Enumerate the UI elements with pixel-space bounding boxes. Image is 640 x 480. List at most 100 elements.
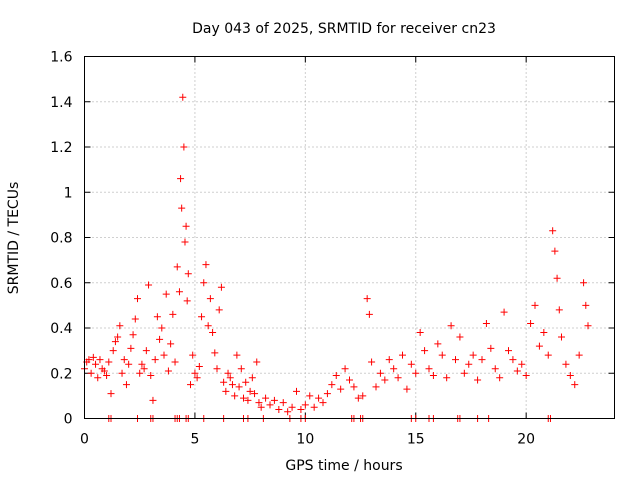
data-point	[180, 143, 188, 151]
data-points	[81, 93, 592, 422]
data-point	[315, 394, 323, 402]
data-point	[275, 405, 283, 413]
data-point	[224, 369, 232, 377]
data-point	[158, 324, 166, 332]
data-point	[482, 319, 490, 327]
data-point	[125, 360, 133, 368]
data-point	[456, 333, 464, 341]
data-point	[103, 372, 111, 380]
data-point	[350, 383, 358, 391]
data-point	[226, 374, 234, 382]
data-point	[310, 403, 318, 411]
data-point	[372, 383, 380, 391]
data-point	[257, 403, 265, 411]
data-point	[138, 360, 146, 368]
data-point	[337, 385, 345, 393]
data-point	[566, 372, 574, 380]
data-point	[107, 390, 115, 398]
data-point	[162, 290, 170, 298]
data-point	[443, 374, 451, 382]
data-point	[181, 238, 189, 246]
data-point	[211, 349, 219, 357]
data-point	[142, 347, 150, 355]
data-point	[323, 390, 331, 398]
data-point	[354, 394, 362, 402]
data-point	[105, 358, 113, 366]
data-point	[193, 374, 201, 382]
data-point	[100, 367, 108, 375]
data-point	[92, 360, 100, 368]
data-point	[182, 222, 190, 230]
data-point	[149, 396, 157, 404]
data-point	[131, 315, 139, 323]
data-point	[118, 369, 126, 377]
data-point	[301, 401, 309, 409]
y-axis-tick-labels: 0 0.2 0.4 0.6 0.8 1 1.2 1.4 1.6	[50, 50, 72, 428]
data-point	[175, 288, 183, 296]
data-point	[407, 360, 415, 368]
data-point	[584, 322, 592, 330]
data-point	[191, 369, 199, 377]
data-point	[513, 367, 521, 375]
x-tick-label: 15	[407, 432, 425, 448]
data-point	[147, 372, 155, 380]
data-point	[217, 283, 225, 291]
data-point	[189, 351, 197, 359]
data-point	[394, 374, 402, 382]
grid-lines	[84, 56, 615, 419]
data-point	[255, 399, 263, 407]
y-tick-label: 1.6	[50, 50, 72, 66]
data-point	[177, 175, 185, 183]
data-point	[368, 358, 376, 366]
data-point	[381, 376, 389, 384]
data-point	[346, 376, 353, 384]
data-point	[416, 329, 424, 337]
data-point	[178, 204, 186, 212]
y-tick-label: 0.4	[50, 321, 72, 337]
data-point	[198, 313, 206, 321]
y-tick-label: 1	[64, 185, 73, 201]
data-point	[306, 392, 314, 400]
x-tick-label: 5	[190, 432, 199, 448]
data-point	[434, 340, 442, 348]
data-point	[390, 365, 398, 373]
y-tick-label: 0	[64, 412, 73, 428]
data-point	[376, 369, 384, 377]
data-point	[270, 396, 278, 404]
data-point	[531, 301, 539, 309]
y-tick-label: 1.2	[50, 140, 72, 156]
data-point	[173, 263, 181, 271]
data-point	[96, 356, 104, 364]
data-point	[363, 295, 371, 303]
data-point	[505, 347, 512, 355]
data-point	[244, 396, 252, 404]
data-point	[429, 372, 437, 380]
data-point	[487, 344, 495, 352]
data-point	[447, 322, 455, 330]
data-point	[518, 360, 526, 368]
data-point	[385, 356, 393, 364]
plot-frame	[84, 56, 615, 419]
y-axis-label: SRMTID / TECUs	[6, 182, 22, 295]
data-point	[134, 295, 141, 303]
data-point	[213, 365, 221, 373]
data-point	[535, 342, 543, 350]
data-point	[184, 270, 192, 278]
data-point	[582, 301, 590, 309]
data-point	[242, 378, 250, 386]
data-point	[474, 376, 482, 384]
data-point	[500, 308, 508, 316]
data-point	[465, 360, 473, 368]
data-point	[253, 358, 261, 366]
chart-title: Day 043 of 2025, SRMTID for receiver cn2…	[192, 21, 496, 37]
data-point	[183, 297, 191, 305]
data-point	[421, 347, 429, 355]
data-point	[412, 369, 420, 377]
data-point	[222, 387, 230, 395]
x-tick-label: 10	[296, 432, 314, 448]
data-point	[145, 281, 153, 289]
data-point	[399, 351, 406, 359]
data-point	[328, 381, 336, 389]
data-point	[558, 333, 565, 341]
